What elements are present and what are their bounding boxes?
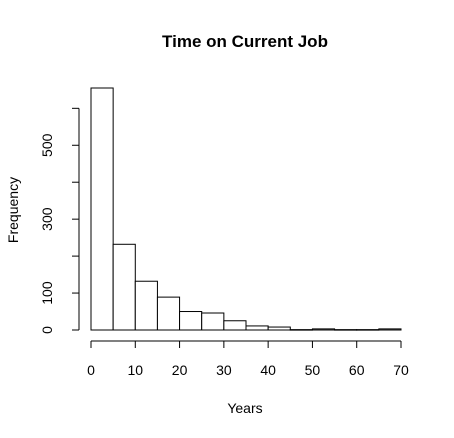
y-tick-label: 500 bbox=[39, 133, 55, 157]
histogram-bar bbox=[289, 329, 313, 331]
histogram-bar bbox=[245, 325, 269, 331]
histogram-bar bbox=[156, 296, 181, 331]
histogram-bar bbox=[179, 311, 203, 331]
histogram-bar bbox=[378, 328, 402, 331]
histogram-bar bbox=[201, 312, 225, 331]
y-tick-label: 0 bbox=[39, 326, 55, 334]
x-tick-label: 0 bbox=[87, 362, 95, 378]
histogram-bar bbox=[267, 326, 291, 331]
y-tick-label: 100 bbox=[39, 281, 55, 305]
x-axis-label: Years bbox=[227, 400, 262, 416]
histogram-bar bbox=[90, 87, 114, 331]
x-tick-label: 70 bbox=[393, 362, 409, 378]
x-tick-label: 30 bbox=[216, 362, 232, 378]
x-tick-label: 10 bbox=[127, 362, 143, 378]
histogram-bar bbox=[334, 329, 358, 331]
y-axis: 0 100 300 500 bbox=[39, 107, 80, 334]
histogram-bar bbox=[356, 329, 380, 331]
x-tick-label: 40 bbox=[260, 362, 276, 378]
x-tick-label: 20 bbox=[172, 362, 188, 378]
histogram-bar bbox=[223, 320, 247, 331]
x-tick-label: 50 bbox=[305, 362, 321, 378]
y-tick-label: 300 bbox=[39, 207, 55, 231]
histogram-bar bbox=[134, 280, 158, 331]
x-axis: 0 10 20 30 40 50 60 70 bbox=[87, 340, 409, 378]
chart-title: Time on Current Job bbox=[162, 32, 328, 51]
bars-group bbox=[90, 87, 402, 331]
y-axis-label: Frequency bbox=[5, 177, 21, 243]
histogram-bar bbox=[311, 328, 336, 331]
histogram-bar bbox=[112, 243, 136, 331]
x-tick-label: 60 bbox=[349, 362, 365, 378]
